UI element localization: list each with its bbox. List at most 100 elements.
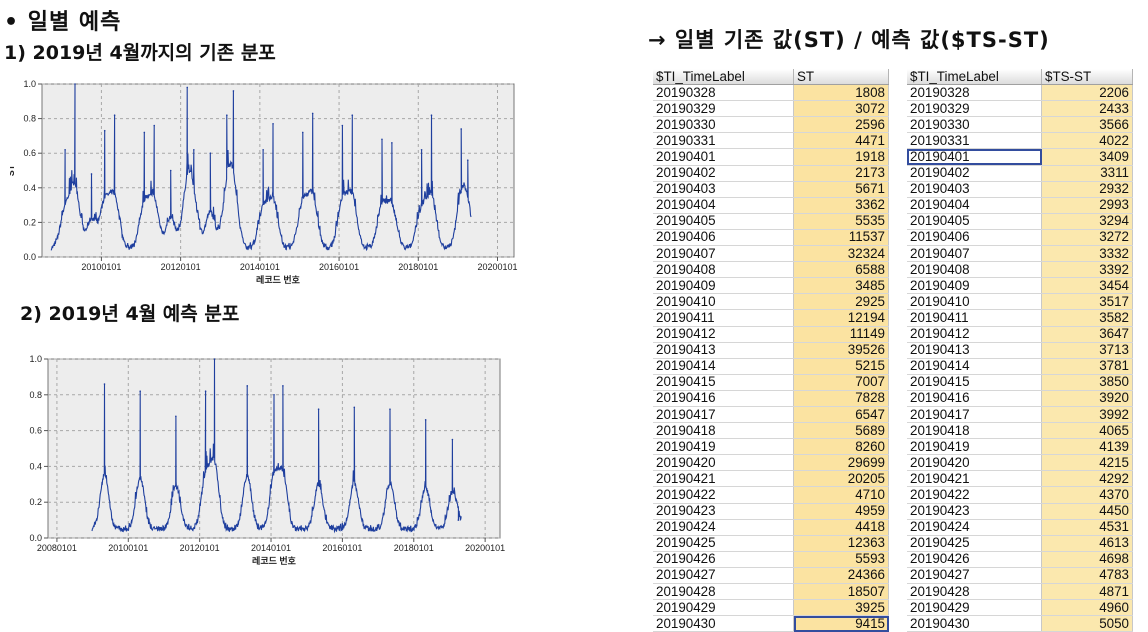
value-cell[interactable]: 4065 [1041, 422, 1133, 440]
value-cell[interactable]: 4710 [793, 486, 889, 504]
time-label-cell[interactable]: 20190430 [907, 615, 1042, 632]
value-cell[interactable]: 29699 [793, 454, 889, 472]
table-row[interactable]: 20190404 3362 [653, 197, 889, 214]
value-cell[interactable]: 6588 [793, 261, 889, 279]
time-label-cell[interactable]: 20190409 [653, 277, 794, 295]
value-cell[interactable]: 9415 [793, 615, 889, 632]
value-cell[interactable]: 4698 [1041, 551, 1133, 568]
time-label-cell[interactable]: 20190409 [907, 277, 1042, 295]
table-row[interactable]: 20190331 4022 [907, 132, 1133, 150]
value-cell[interactable]: 3713 [1041, 342, 1133, 359]
time-label-cell[interactable]: 20190401 [653, 148, 794, 166]
value-cell[interactable]: 2206 [1041, 84, 1133, 102]
time-label-cell[interactable]: 20190406 [653, 229, 794, 247]
time-label-cell[interactable]: 20190413 [907, 342, 1042, 359]
time-label-cell[interactable]: 20190430 [653, 615, 794, 632]
table-row[interactable]: 20190409 3454 [907, 277, 1133, 295]
value-cell[interactable]: 1808 [793, 84, 889, 102]
value-cell[interactable]: 4471 [793, 132, 889, 150]
table-row[interactable]: 20190409 3485 [653, 277, 889, 295]
table-row[interactable]: 20190410 2925 [653, 293, 889, 311]
time-label-cell[interactable]: 20190423 [907, 503, 1042, 520]
table-row[interactable]: 20190430 9415 [653, 615, 889, 632]
value-cell[interactable]: 12363 [793, 535, 889, 552]
value-cell[interactable]: 6547 [793, 406, 889, 424]
value-cell[interactable]: 3362 [793, 197, 889, 214]
value-cell[interactable]: 2932 [1041, 181, 1133, 198]
table-row[interactable]: 20190330 3566 [907, 116, 1133, 134]
table-row[interactable]: 20190328 2206 [907, 84, 1133, 102]
table-row[interactable]: 20190417 3992 [907, 406, 1133, 424]
value-cell[interactable]: 3925 [793, 599, 889, 617]
value-cell[interactable]: 4139 [1041, 438, 1133, 456]
time-label-cell[interactable]: 20190425 [653, 535, 794, 552]
table-row[interactable]: 20190329 3072 [653, 100, 889, 118]
table-row[interactable]: 20190328 1808 [653, 84, 889, 102]
value-cell[interactable]: 4418 [793, 519, 889, 536]
table-row[interactable]: 20190422 4370 [907, 486, 1133, 504]
value-cell[interactable]: 2596 [793, 116, 889, 134]
value-cell[interactable]: 5050 [1041, 615, 1133, 632]
table-row[interactable]: 20190418 4065 [907, 422, 1133, 440]
time-label-cell[interactable]: 20190404 [653, 197, 794, 214]
time-label-cell[interactable]: 20190416 [907, 390, 1042, 407]
value-cell[interactable]: 4022 [1041, 132, 1133, 150]
value-cell[interactable]: 11537 [793, 229, 889, 247]
value-cell[interactable]: 3409 [1041, 148, 1133, 166]
value-cell[interactable]: 4959 [793, 503, 889, 520]
time-label-cell[interactable]: 20190413 [653, 342, 794, 359]
table-row[interactable]: 20190403 2932 [907, 181, 1133, 198]
value-cell[interactable]: 3517 [1041, 293, 1133, 311]
time-label-cell[interactable]: 20190422 [653, 486, 794, 504]
value-cell[interactable]: 3294 [1041, 213, 1133, 230]
table-row[interactable]: 20190408 3392 [907, 261, 1133, 279]
time-label-cell[interactable]: 20190414 [907, 358, 1042, 375]
time-label-cell[interactable]: 20190408 [907, 261, 1042, 279]
table-row[interactable]: 20190426 5593 [653, 551, 889, 568]
value-cell[interactable]: 4450 [1041, 503, 1133, 520]
value-cell[interactable]: 3392 [1041, 261, 1133, 279]
time-label-cell[interactable]: 20190423 [653, 503, 794, 520]
time-label-cell[interactable]: 20190424 [907, 519, 1042, 536]
time-label-cell[interactable]: 20190407 [653, 245, 794, 263]
time-label-cell[interactable]: 20190424 [653, 519, 794, 536]
time-label-cell[interactable]: 20190427 [653, 567, 794, 585]
value-cell[interactable]: 20205 [793, 470, 889, 488]
table-row[interactable]: 20190419 8260 [653, 438, 889, 456]
time-label-cell[interactable]: 20190328 [907, 84, 1042, 102]
time-label-cell[interactable]: 20190417 [653, 406, 794, 424]
time-label-cell[interactable]: 20190418 [907, 422, 1042, 440]
value-cell[interactable]: 7007 [793, 374, 889, 391]
table-row[interactable]: 20190412 3647 [907, 326, 1133, 343]
value-cell[interactable]: 2433 [1041, 100, 1133, 118]
time-label-cell[interactable]: 20190414 [653, 358, 794, 375]
column-header-st[interactable]: ST [793, 69, 889, 86]
time-label-cell[interactable]: 20190408 [653, 261, 794, 279]
value-cell[interactable]: 3566 [1041, 116, 1133, 134]
time-label-cell[interactable]: 20190427 [907, 567, 1042, 585]
table-row[interactable]: 20190404 2993 [907, 197, 1133, 214]
table-row[interactable]: 20190427 4783 [907, 567, 1133, 585]
value-cell[interactable]: 3582 [1041, 309, 1133, 327]
time-label-cell[interactable]: 20190402 [907, 165, 1042, 182]
table-row[interactable]: 20190421 20205 [653, 470, 889, 488]
table-row[interactable]: 20190407 32324 [653, 245, 889, 263]
table-row[interactable]: 20190401 3409 [907, 148, 1133, 166]
time-label-cell[interactable]: 20190426 [653, 551, 794, 568]
time-label-cell[interactable]: 20190429 [907, 599, 1042, 617]
table-row[interactable]: 20190413 39526 [653, 342, 889, 359]
value-cell[interactable]: 2925 [793, 293, 889, 311]
time-label-cell[interactable]: 20190402 [653, 165, 794, 182]
table-row[interactable]: 20190406 11537 [653, 229, 889, 247]
time-label-cell[interactable]: 20190407 [907, 245, 1042, 263]
time-label-cell[interactable]: 20190329 [653, 100, 794, 118]
table-row[interactable]: 20190407 3332 [907, 245, 1133, 263]
table-row[interactable]: 20190401 1918 [653, 148, 889, 166]
column-header-timelabel[interactable]: $TI_TimeLabel [653, 69, 794, 86]
table-row[interactable]: 20190430 5050 [907, 615, 1133, 632]
time-label-cell[interactable]: 20190419 [907, 438, 1042, 456]
time-label-cell[interactable]: 20190403 [653, 181, 794, 198]
value-cell[interactable]: 8260 [793, 438, 889, 456]
value-cell[interactable]: 5215 [793, 358, 889, 375]
table-row[interactable]: 20190425 12363 [653, 535, 889, 552]
